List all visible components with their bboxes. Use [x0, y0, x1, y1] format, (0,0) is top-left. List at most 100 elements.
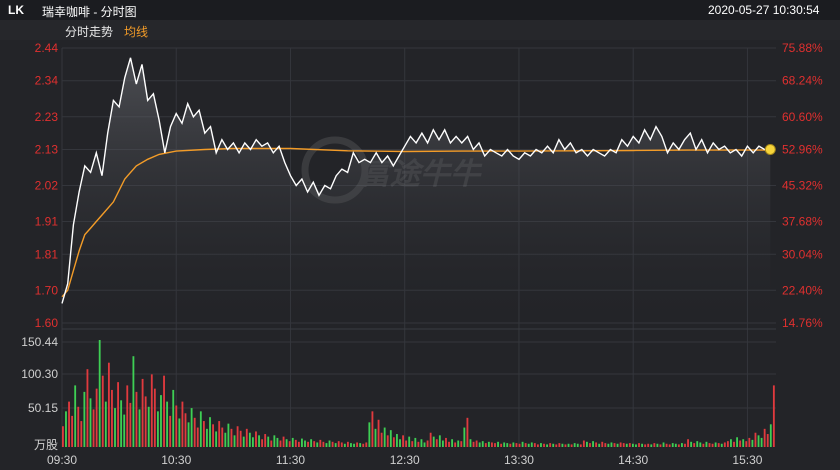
- volume-bar: [132, 356, 135, 447]
- volume-bar: [555, 444, 558, 447]
- volume-bar: [212, 424, 214, 447]
- volume-bar: [739, 440, 742, 447]
- volume-bar: [690, 441, 693, 447]
- volume-bar: [733, 441, 735, 447]
- volume-bar: [71, 415, 74, 447]
- volume-bar: [350, 443, 352, 447]
- volume-bar: [285, 439, 288, 447]
- volume-bar: [86, 369, 89, 447]
- volume-bar: [301, 438, 303, 447]
- volume-bar: [751, 439, 754, 447]
- volume-bar: [766, 434, 769, 447]
- series-avg-line: [61, 147, 771, 298]
- volume-bar: [576, 443, 579, 447]
- volume-bar: [224, 432, 227, 447]
- volume-bar: [414, 437, 417, 447]
- volume-bar: [193, 417, 196, 447]
- volume-bar: [589, 443, 591, 447]
- volume-bar: [337, 441, 340, 447]
- volume-bar: [662, 442, 665, 447]
- volume-bar: [484, 443, 487, 447]
- volume-bar: [604, 443, 607, 447]
- volume-bar: [202, 421, 205, 447]
- volume-bar: [518, 443, 521, 447]
- volume-bar: [717, 443, 720, 447]
- volume-bar: [227, 423, 230, 447]
- volume-bar: [696, 441, 699, 447]
- percent-tick-label: 22.40%: [782, 283, 823, 297]
- volume-bar: [178, 418, 181, 447]
- volume-bar: [310, 439, 313, 447]
- volume-bar: [772, 385, 775, 447]
- price-area: [62, 57, 771, 324]
- volume-bar: [111, 389, 113, 447]
- volume-bars: [62, 340, 775, 447]
- volume-bar: [270, 440, 273, 447]
- volume-bar: [561, 443, 564, 447]
- volume-bar: [491, 442, 493, 447]
- volume-bar: [288, 441, 291, 447]
- price-tick-label: 2.23: [35, 110, 59, 124]
- volume-bar: [340, 442, 343, 447]
- volume-bar: [236, 426, 239, 447]
- volume-bar: [206, 428, 208, 447]
- volume-bar: [573, 443, 576, 447]
- legend-price-line[interactable]: 分时走势: [65, 25, 114, 39]
- volume-bar: [172, 389, 175, 447]
- volume-bar: [371, 411, 374, 447]
- volume-bar: [512, 442, 515, 447]
- volume-bar: [147, 406, 150, 447]
- legend-avg-line[interactable]: 均线: [124, 25, 149, 39]
- time-tick-label: 12:30: [390, 453, 420, 467]
- volume-bar: [362, 443, 365, 447]
- volume-bar: [628, 443, 631, 447]
- volume-bar: [138, 409, 141, 447]
- volume-bar: [239, 430, 242, 447]
- volume-bar: [187, 422, 190, 447]
- volume-bar: [83, 391, 86, 447]
- volume-bar: [564, 444, 567, 447]
- volume-bar: [429, 432, 432, 447]
- volume-bar: [769, 424, 772, 447]
- volume-bar: [530, 442, 533, 447]
- volume-bar: [567, 443, 570, 447]
- volume-axis: 150.44 100.30 50.15 万股: [21, 335, 58, 452]
- price-tick-label: 1.81: [35, 247, 59, 261]
- volume-bar: [343, 443, 346, 447]
- volume-bar: [307, 441, 309, 447]
- volume-bar: [463, 427, 466, 447]
- volume-bar: [153, 388, 156, 447]
- volume-bar: [579, 444, 582, 447]
- volume-bar: [435, 439, 438, 447]
- volume-bar: [454, 442, 457, 447]
- volume-bar: [448, 441, 450, 447]
- volume-bar: [218, 421, 221, 447]
- percent-tick-label: 45.32%: [782, 179, 823, 193]
- volume-bar: [487, 441, 490, 447]
- volume-bar: [438, 435, 441, 447]
- volume-bar: [196, 427, 199, 447]
- volume-bar: [742, 439, 745, 447]
- volume-bar: [319, 439, 322, 447]
- volume-tick-label: 150.44: [21, 335, 58, 349]
- volume-bar: [441, 440, 444, 447]
- volume-bar: [472, 441, 475, 447]
- volume-bar: [644, 444, 647, 447]
- volume-bar: [92, 409, 95, 447]
- volume-bar: [383, 427, 386, 447]
- volume-bar: [245, 428, 248, 447]
- volume-bar: [684, 443, 686, 447]
- volume-bar: [619, 442, 622, 447]
- volume-bar: [166, 401, 169, 447]
- volume-bar: [98, 340, 101, 447]
- volume-bar: [558, 443, 561, 447]
- volume-bar: [607, 443, 610, 447]
- timestamp: 2020-05-27 10:30:54: [708, 3, 820, 17]
- volume-bar: [494, 443, 496, 447]
- volume-bar: [276, 437, 279, 447]
- volume-bar: [294, 439, 297, 447]
- volume-bar: [650, 444, 653, 447]
- volume-bar: [74, 385, 77, 447]
- volume-bar: [267, 436, 270, 447]
- volume-bar: [592, 441, 594, 447]
